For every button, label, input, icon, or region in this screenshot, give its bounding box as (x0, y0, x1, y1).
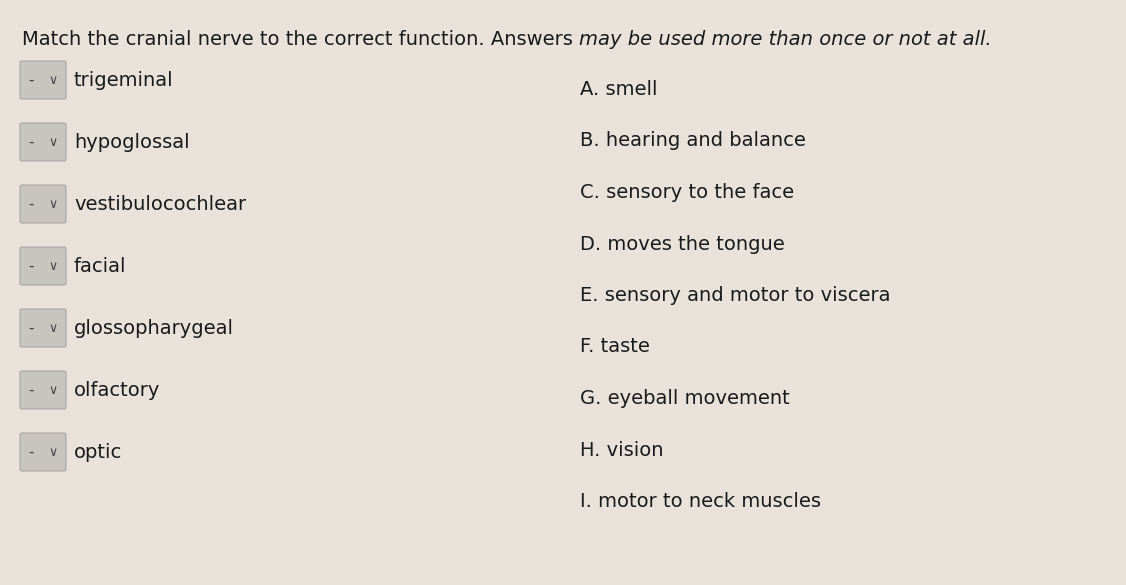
Text: -: - (28, 259, 34, 274)
Text: may be used more than once or not at all.: may be used more than once or not at all… (579, 30, 992, 49)
FancyBboxPatch shape (20, 123, 66, 161)
Text: glossopharygeal: glossopharygeal (74, 318, 234, 338)
FancyBboxPatch shape (20, 371, 66, 409)
Text: ∨: ∨ (48, 74, 59, 87)
Text: H. vision: H. vision (580, 441, 663, 459)
FancyBboxPatch shape (20, 185, 66, 223)
Text: -: - (28, 135, 34, 150)
Text: B. hearing and balance: B. hearing and balance (580, 132, 806, 150)
Text: ∨: ∨ (48, 322, 59, 335)
Text: vestibulocochlear: vestibulocochlear (74, 194, 247, 214)
Text: F. taste: F. taste (580, 338, 650, 356)
Text: -: - (28, 445, 34, 459)
Text: hypoglossal: hypoglossal (74, 132, 189, 152)
Text: trigeminal: trigeminal (74, 71, 173, 90)
FancyBboxPatch shape (20, 309, 66, 347)
Text: D. moves the tongue: D. moves the tongue (580, 235, 785, 253)
Text: optic: optic (74, 442, 123, 462)
Text: -: - (28, 321, 34, 336)
Text: E. sensory and motor to viscera: E. sensory and motor to viscera (580, 286, 891, 305)
Text: G. eyeball movement: G. eyeball movement (580, 389, 789, 408)
Text: C. sensory to the face: C. sensory to the face (580, 183, 794, 202)
Text: ∨: ∨ (48, 446, 59, 459)
Text: facial: facial (74, 256, 126, 276)
Text: ∨: ∨ (48, 198, 59, 211)
Text: ∨: ∨ (48, 136, 59, 149)
FancyBboxPatch shape (20, 61, 66, 99)
Text: Match the cranial nerve to the correct function. Answers: Match the cranial nerve to the correct f… (23, 30, 579, 49)
FancyBboxPatch shape (20, 433, 66, 471)
Text: A. smell: A. smell (580, 80, 658, 99)
Text: ∨: ∨ (48, 260, 59, 273)
Text: I. motor to neck muscles: I. motor to neck muscles (580, 492, 821, 511)
Text: ∨: ∨ (48, 384, 59, 397)
Text: -: - (28, 197, 34, 212)
Text: olfactory: olfactory (74, 380, 160, 400)
FancyBboxPatch shape (20, 247, 66, 285)
Text: -: - (28, 73, 34, 88)
Text: -: - (28, 383, 34, 397)
